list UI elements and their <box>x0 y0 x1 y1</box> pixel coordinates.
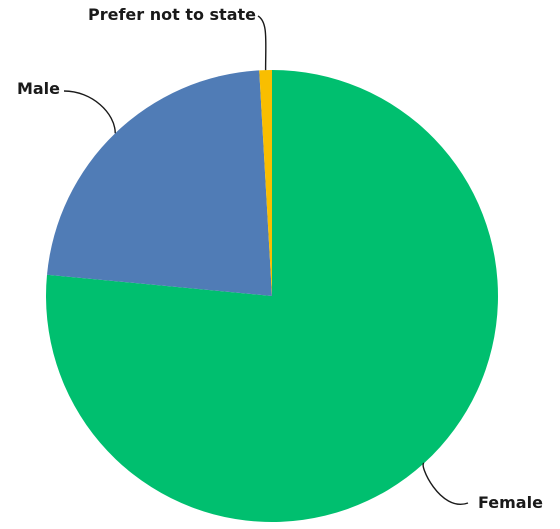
pie-slice-male <box>47 70 273 296</box>
leader-lines <box>63 15 469 506</box>
leader-line-prefer-not-to-state <box>257 15 267 71</box>
slice-label-male: Male <box>17 79 60 98</box>
leader-line-female <box>422 462 469 506</box>
pie-slice-prefer-not-to-state <box>259 70 272 296</box>
slice-label-prefer-not-to-state: Prefer not to state <box>88 5 256 24</box>
slice-labels: Female Male Prefer not to state <box>17 5 543 512</box>
slice-label-female: Female <box>478 493 543 512</box>
pie-slices <box>46 70 498 522</box>
leader-line-male <box>63 90 116 134</box>
